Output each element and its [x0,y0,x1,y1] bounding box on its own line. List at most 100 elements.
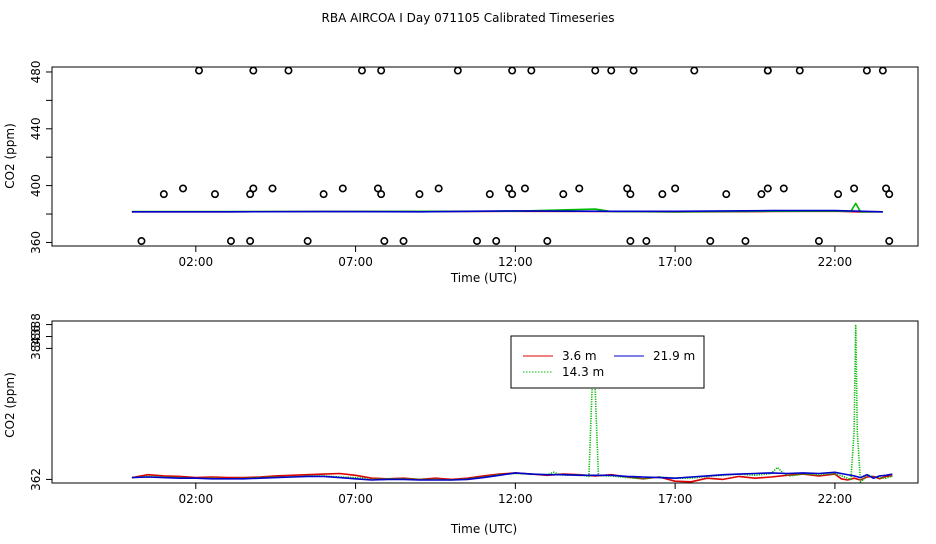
reference-point [795,66,804,75]
x-axis-bottom: 02:00 07:00 12:00 17:00 22:00 [179,483,853,506]
reference-point [246,237,255,246]
x-tick-label: 07:00 [338,492,373,506]
reference-point [249,66,258,75]
reference-point [194,66,203,75]
x-tick-label: 22:00 [818,492,853,506]
reference-point [706,237,715,246]
x-axis-label-top: Time (UTC) [450,271,517,285]
reference-point [575,184,584,193]
x-tick-label: 17:00 [658,492,693,506]
reference-point [690,66,699,75]
reference-point [508,190,517,199]
reference-point [473,237,482,246]
reference-point [559,190,568,199]
reference-point [671,184,680,193]
reference-point [626,237,635,246]
reference-point [520,184,529,193]
reference-point [249,184,258,193]
reference-point [722,190,731,199]
y-tick-label: 384 [29,337,43,360]
x-tick-label: 12:00 [498,255,533,269]
reference-point [763,184,772,193]
reference-point [137,237,146,246]
x-axis-label-bottom: Time (UTC) [450,522,517,536]
y-tick-label: 386 [29,325,43,348]
x-tick-label: 12:00 [498,492,533,506]
reference-point [543,237,552,246]
x-tick-label: 02:00 [179,255,214,269]
reference-point [399,237,408,246]
reference-point [485,190,494,199]
reference-point [885,237,894,246]
plot-frame-bottom [51,320,919,484]
y-axis-top: 360 400 440 480 [29,61,52,254]
reference-point [626,190,635,199]
reference-point [504,184,513,193]
reference-point [741,237,750,246]
reference-point [434,184,443,193]
reference-point [607,66,616,75]
reference-point [591,66,600,75]
x-tick-label: 17:00 [658,255,693,269]
reference-point [246,190,255,199]
reference-point [453,66,462,75]
series-line-21-9-m [131,471,893,481]
reference-point [763,66,772,75]
reference-point [508,66,517,75]
reference-point [642,237,651,246]
x-axis-top: 02:00 07:00 12:00 17:00 22:00 [179,246,853,269]
x-tick-label: 07:00 [338,255,373,269]
legend: 3.6 m 21.9 m 14.3 m [510,335,705,389]
reference-point [862,66,871,75]
reference-point [779,184,788,193]
reference-point [850,184,859,193]
reference-point [415,190,424,199]
reference-point [377,66,386,75]
legend-label-14-3m: 14.3 m [562,365,604,379]
reference-point [210,190,219,199]
reference-point [527,66,536,75]
y-axis-label-top: CO2 (ppm) [3,123,17,189]
y-tick-label: 400 [29,174,43,197]
reference-point [757,190,766,199]
x-tick-label: 22:00 [818,255,853,269]
reference-point [319,190,328,199]
reference-point [882,184,891,193]
reference-point [268,184,277,193]
reference-point [338,184,347,193]
plot-frame-top [51,66,919,247]
reference-point [179,184,188,193]
series-bottom [131,323,893,483]
legend-box [510,335,705,389]
series-line-3-6-m [131,472,893,483]
reference-point [885,190,894,199]
reference-point [878,66,887,75]
reference-point [658,190,667,199]
reference-point [492,237,501,246]
reference-point [814,237,823,246]
reference-point [373,184,382,193]
y-tick-label: 440 [29,117,43,140]
points-top [137,66,894,246]
legend-label-3-6m: 3.6 m [562,349,597,363]
reference-point [377,190,386,199]
y-tick-label: 362 [29,468,43,491]
series-top [131,202,883,213]
y-tick-label: 480 [29,61,43,84]
reference-point [159,190,168,199]
legend-label-21-9m: 21.9 m [653,349,695,363]
series-line-14-3-m [131,323,893,483]
reference-point [284,66,293,75]
page-title: RBA AIRCOA I Day 071105 Calibrated Times… [322,11,615,25]
y-axis-label-bottom: CO2 (ppm) [3,372,17,438]
x-tick-label: 02:00 [179,492,214,506]
reference-point [629,66,638,75]
series-line-21-9-m [131,209,883,213]
reference-point [623,184,632,193]
y-tick-label: 360 [29,231,43,254]
reference-point [357,66,366,75]
reference-point [834,190,843,199]
